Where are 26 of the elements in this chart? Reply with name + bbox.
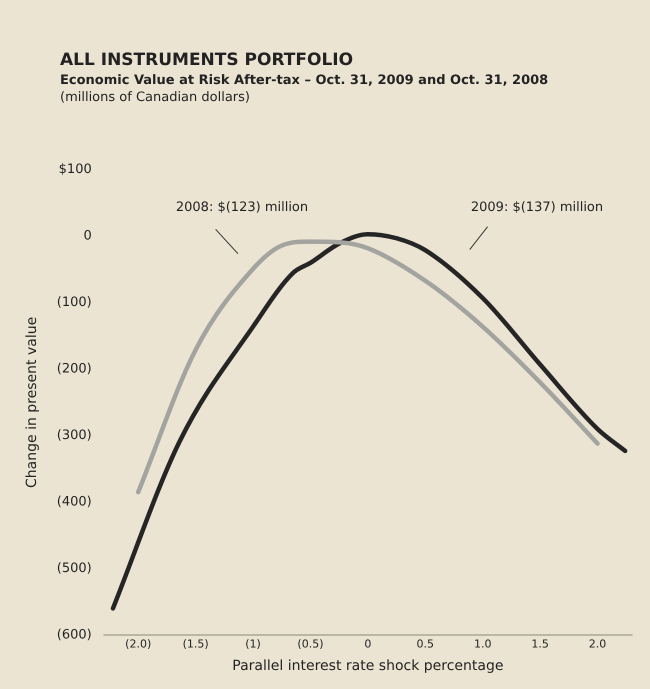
y-tick-label: (300) (56, 428, 92, 444)
y-tick-label: (500) (56, 560, 92, 576)
annotation: 2008: $(123) million (174, 200, 310, 215)
x-tick-label: (1.5) (182, 637, 209, 650)
chart-subtitle: Economic Value at Risk After-tax – Oct. 31, 2009 and Oct. 31, 2008 (60, 73, 548, 88)
x-tick-label: 1.5 (531, 637, 549, 650)
y-tick-label: 0 (83, 228, 92, 244)
x-tick-label: (2.0) (125, 637, 152, 650)
y-axis-title: Change in present value (24, 316, 40, 488)
x-tick-label: 0.5 (416, 637, 434, 650)
line-series (110, 232, 628, 611)
x-axis-title: Parallel interest rate shock percentage (232, 658, 504, 674)
line-series (136, 239, 600, 494)
y-tick-label: (400) (56, 494, 92, 510)
chart-title: ALL INSTRUMENTS PORTFOLIO (60, 50, 354, 70)
y-tick-label: (600) (56, 627, 92, 642)
text: (millions of Canadian dollars) (60, 90, 251, 105)
y-tick-label: (200) (56, 362, 92, 377)
x-tick-label: (0.5) (297, 637, 324, 650)
x-tick-label: (1) (245, 637, 261, 650)
y-tick-label: $100 (58, 162, 92, 178)
annotation: 2009: $(137) million (470, 200, 604, 215)
x-tick-label: 2.0 (588, 637, 606, 650)
y-tick-label: (100) (56, 295, 92, 310)
x-tick-label: 0 (364, 637, 372, 650)
x-tick-label: 1.0 (474, 637, 492, 650)
